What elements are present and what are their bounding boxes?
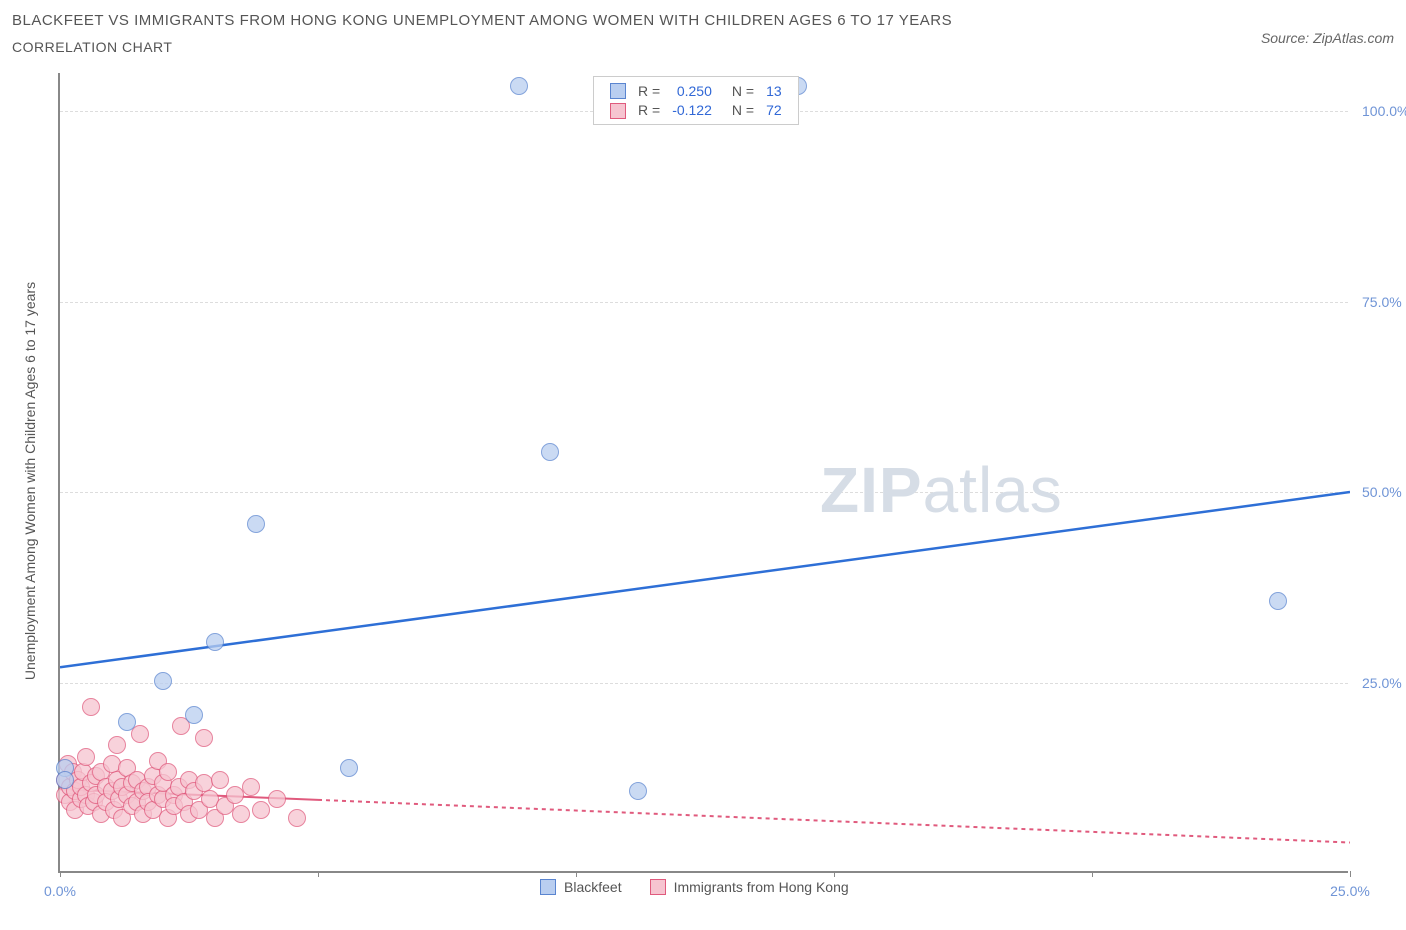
data-point-hk: [288, 809, 306, 827]
data-point-hk: [242, 778, 260, 796]
data-point-hk: [211, 771, 229, 789]
y-tick-label: 100.0%: [1362, 103, 1406, 119]
plot-area: 25.0%50.0%75.0%100.0%0.0%25.0%ZIPatlasR …: [58, 73, 1348, 873]
watermark: ZIPatlas: [820, 453, 1063, 527]
y-tick-label: 25.0%: [1362, 675, 1402, 691]
stats-legend: R =0.250N =13R =-0.122N =72: [593, 76, 799, 125]
data-point-hk: [252, 801, 270, 819]
chart-title-line1: BLACKFEET VS IMMIGRANTS FROM HONG KONG U…: [12, 12, 952, 29]
x-tick: [60, 871, 61, 877]
data-point-hk: [108, 736, 126, 754]
data-point-blackfeet: [1269, 592, 1287, 610]
legend-label: Immigrants from Hong Kong: [674, 879, 849, 895]
source-attribution: Source: ZipAtlas.com: [1261, 30, 1394, 46]
data-point-hk: [82, 698, 100, 716]
data-point-hk: [195, 729, 213, 747]
data-point-blackfeet: [206, 633, 224, 651]
data-point-blackfeet: [56, 771, 74, 789]
data-point-blackfeet: [629, 782, 647, 800]
legend-swatch-hk: [650, 879, 666, 895]
y-tick-label: 75.0%: [1362, 294, 1402, 310]
legend-item-hk: Immigrants from Hong Kong: [650, 879, 849, 895]
x-tick: [318, 871, 319, 877]
y-axis-label: Unemployment Among Women with Children A…: [22, 282, 38, 680]
x-tick: [576, 871, 577, 877]
data-point-blackfeet: [118, 713, 136, 731]
legend-item-blackfeet: Blackfeet: [540, 879, 622, 895]
data-point-blackfeet: [247, 515, 265, 533]
legend-swatch-blackfeet: [540, 879, 556, 895]
legend-swatch-blackfeet: [610, 83, 626, 99]
data-point-blackfeet: [340, 759, 358, 777]
data-point-blackfeet: [510, 77, 528, 95]
y-tick-label: 50.0%: [1362, 484, 1402, 500]
data-point-hk: [232, 805, 250, 823]
legend-label: Blackfeet: [564, 879, 622, 895]
x-tick-label: 0.0%: [44, 883, 76, 899]
gridline: [60, 492, 1348, 493]
gridline: [60, 302, 1348, 303]
x-tick: [1350, 871, 1351, 877]
data-point-blackfeet: [541, 443, 559, 461]
x-tick-label: 25.0%: [1330, 883, 1370, 899]
data-point-blackfeet: [154, 672, 172, 690]
chart-title-line2: CORRELATION CHART: [12, 39, 952, 55]
x-tick: [834, 871, 835, 877]
x-tick: [1092, 871, 1093, 877]
gridline: [60, 683, 1348, 684]
data-point-hk: [268, 790, 286, 808]
series-legend: Blackfeet Immigrants from Hong Kong: [540, 879, 877, 898]
data-point-hk: [77, 748, 95, 766]
regression-lines: [60, 73, 1350, 873]
data-point-blackfeet: [185, 706, 203, 724]
legend-swatch-hk: [610, 103, 626, 119]
correlation-chart: Unemployment Among Women with Children A…: [12, 63, 1394, 913]
